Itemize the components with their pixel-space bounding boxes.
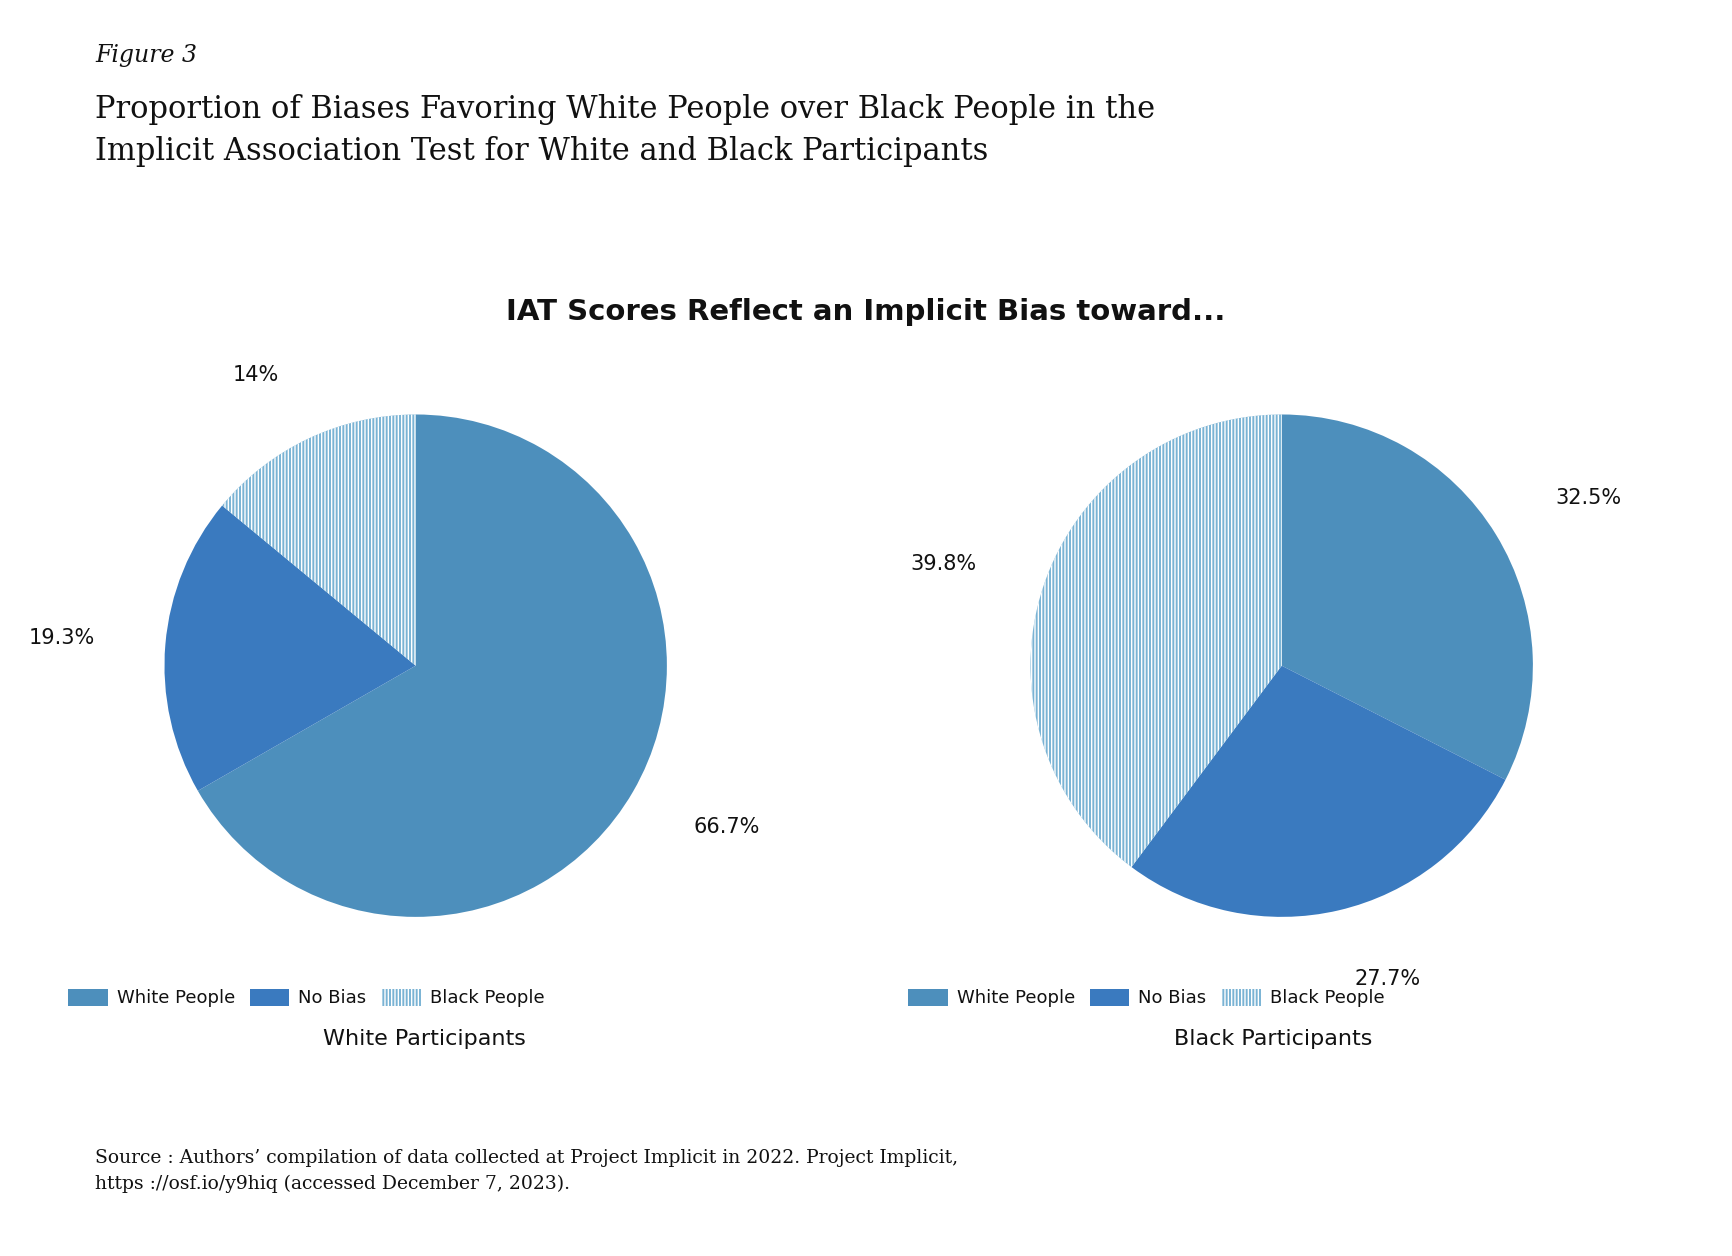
Text: White Participants: White Participants bbox=[322, 1029, 527, 1049]
Text: IAT Scores Reflect an Implicit Bias toward...: IAT Scores Reflect an Implicit Bias towa… bbox=[506, 298, 1226, 327]
Text: Figure 3: Figure 3 bbox=[95, 44, 197, 67]
Text: 19.3%: 19.3% bbox=[29, 628, 95, 648]
Wedge shape bbox=[222, 414, 416, 666]
Text: 32.5%: 32.5% bbox=[1555, 487, 1621, 507]
Text: Source : Authors’ compilation of data collected at Project Implicit in 2022. Pro: Source : Authors’ compilation of data co… bbox=[95, 1149, 958, 1193]
Wedge shape bbox=[1131, 666, 1505, 917]
Text: 66.7%: 66.7% bbox=[695, 816, 760, 836]
Legend: White People, No Bias, Black People: White People, No Bias, Black People bbox=[61, 981, 551, 1015]
Wedge shape bbox=[1282, 414, 1533, 780]
Text: 14%: 14% bbox=[232, 364, 279, 384]
Text: 27.7%: 27.7% bbox=[1354, 968, 1420, 988]
Text: Proportion of Biases Favoring White People over Black People in the
Implicit Ass: Proportion of Biases Favoring White Peop… bbox=[95, 94, 1155, 167]
Text: 39.8%: 39.8% bbox=[911, 554, 977, 574]
Legend: White People, No Bias, Black People: White People, No Bias, Black People bbox=[901, 981, 1391, 1015]
Text: Black Participants: Black Participants bbox=[1174, 1029, 1372, 1049]
Wedge shape bbox=[1031, 414, 1282, 867]
Wedge shape bbox=[165, 506, 416, 791]
Wedge shape bbox=[197, 414, 667, 917]
